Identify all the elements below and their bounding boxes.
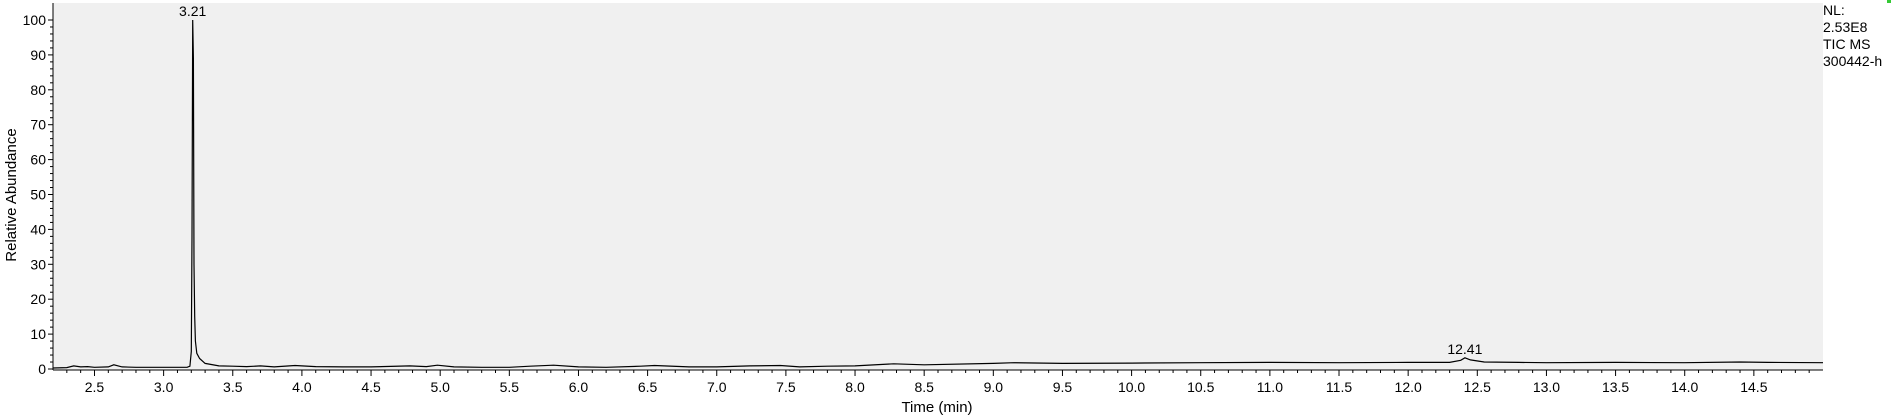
x-tick-label: 6.0 — [569, 379, 589, 395]
x-tick-label: 11.0 — [1257, 379, 1283, 395]
x-tick-label: 13.0 — [1533, 379, 1560, 395]
nl-label: NL: — [1823, 2, 1845, 18]
x-tick-label: 7.5 — [776, 379, 796, 395]
y-tick-label: 70 — [30, 117, 46, 133]
x-tick-label: 10.5 — [1187, 379, 1214, 395]
x-tick-label: 9.0 — [984, 379, 1004, 395]
x-tick-label: 4.0 — [292, 379, 312, 395]
x-tick-label: 13.5 — [1602, 379, 1629, 395]
x-tick-label: 11.5 — [1326, 379, 1352, 395]
x-tick-label: 12.0 — [1395, 379, 1422, 395]
x-axis-title: Time (min) — [901, 399, 972, 416]
y-tick-label: 100 — [23, 12, 47, 28]
x-tick-label: 9.5 — [1053, 379, 1073, 395]
y-tick-label: 20 — [30, 291, 46, 307]
y-tick-label: 40 — [30, 221, 46, 237]
instrument-info: NL: 2.53E8 TIC MS 300442-h — [1823, 2, 1882, 70]
x-tick-label: 8.0 — [845, 379, 865, 395]
sample-id: 300442-h — [1823, 53, 1883, 69]
x-tick-label: 3.5 — [223, 379, 243, 395]
x-tick-label: 10.0 — [1118, 379, 1145, 395]
x-tick-label: 14.0 — [1671, 379, 1698, 395]
y-tick-label: 50 — [30, 187, 46, 203]
x-tick-label: 3.0 — [154, 379, 174, 395]
y-tick-label: 10 — [30, 326, 46, 342]
peak-label: 3.21 — [179, 3, 206, 19]
peak-labels: 3.21 12.41 — [179, 3, 1483, 357]
x-tick-label: 8.5 — [914, 379, 934, 395]
y-tick-label: 0 — [38, 361, 46, 377]
y-tick-label: 60 — [30, 152, 46, 168]
y-tick-label: 30 — [30, 256, 46, 272]
y-tick-label: 80 — [30, 82, 46, 98]
x-tick-label: 6.5 — [638, 379, 658, 395]
x-tick-label: 14.5 — [1740, 379, 1767, 395]
y-tick-label: 90 — [30, 47, 46, 63]
nl-value: 2.53E8 — [1823, 19, 1868, 35]
corner-marker — [1887, 0, 1891, 3]
trace-type: TIC MS — [1823, 36, 1871, 52]
x-tick-label: 12.5 — [1464, 379, 1491, 395]
plot-area — [53, 3, 1823, 370]
x-tick-label: 4.5 — [361, 379, 381, 395]
x-tick-label: 7.0 — [707, 379, 727, 395]
x-tick-label: 5.0 — [430, 379, 450, 395]
x-axis: 2.5 3.0 3.5 4.0 4.5 5.0 5.5 6.0 6.5 7.0 7.5 8.0 8.5 9… — [66, 370, 1810, 395]
x-tick-label: 2.5 — [85, 379, 105, 395]
x-tick-label: 5.5 — [500, 379, 520, 395]
y-axis: 0 10 20 30 40 50 60 70 80 90 100 — [23, 12, 53, 377]
tic-trace — [52, 19, 1824, 369]
y-axis-title: Relative Abundance — [3, 128, 20, 261]
peak-label: 12.41 — [1447, 341, 1482, 357]
